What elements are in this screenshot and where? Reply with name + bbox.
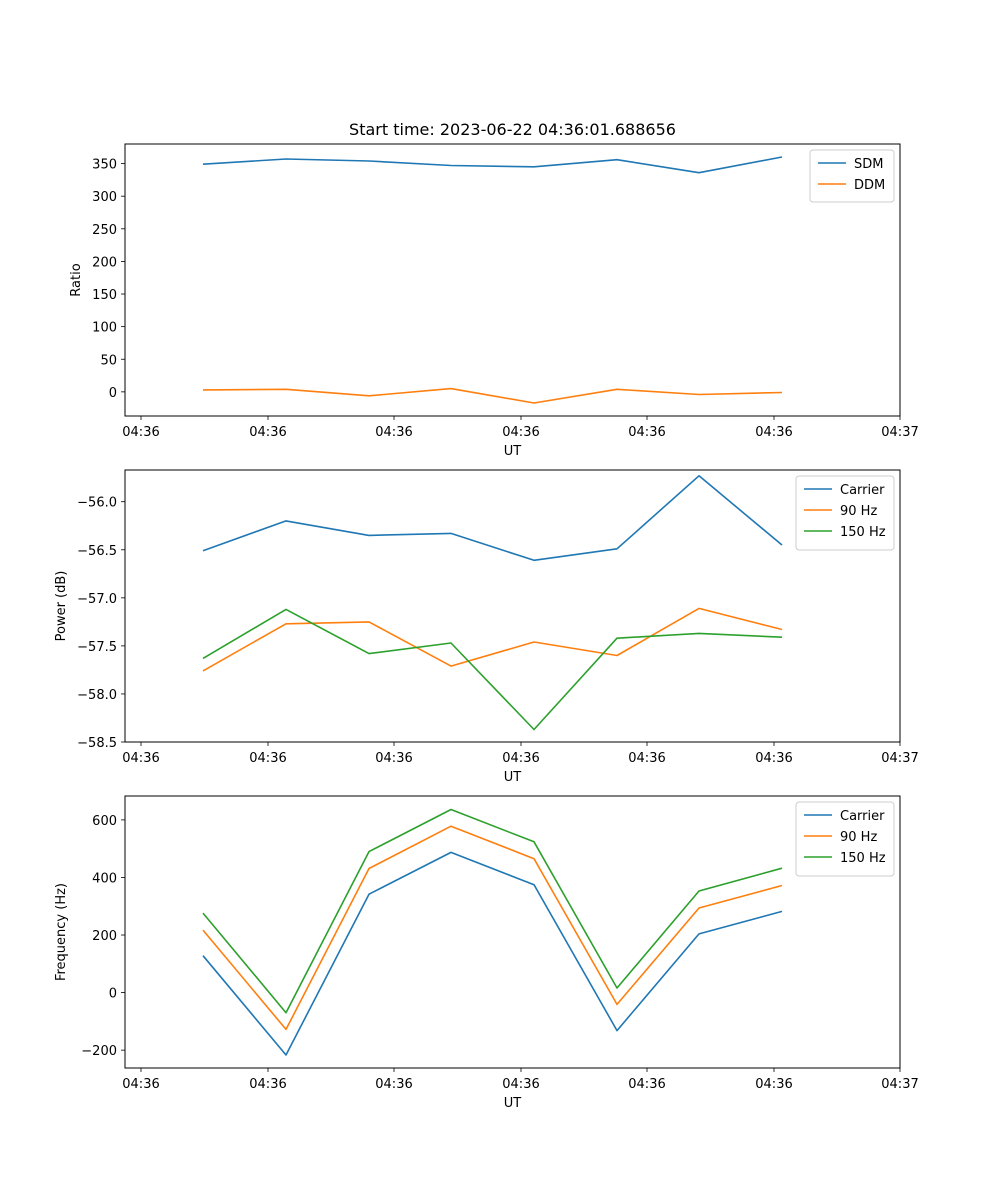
panel-3-x-tick-label: 04:36 <box>375 1077 412 1092</box>
panel-3-x-tick-label: 04:36 <box>755 1077 792 1092</box>
panel-1-y-tick-label: 0 <box>109 386 117 401</box>
panel-2-x-tick-label: 04:36 <box>755 751 792 766</box>
panel-3-series-90-hz-line <box>202 825 783 1031</box>
panel-2-axes-frame <box>124 469 901 743</box>
panel-2-y-tick-label: −57.5 <box>77 640 117 655</box>
panel-1-y-axis-label: Ratio <box>69 263 84 296</box>
panel-2-x-tick-label: 04:37 <box>881 751 918 766</box>
panel-1-x-axis-label: UT <box>504 444 522 459</box>
panel-1-legend-label: SDM <box>854 157 883 172</box>
panel-1-y-tick-label: 150 <box>92 288 117 303</box>
panel-3-series-150-hz-line <box>202 808 783 1014</box>
panel-2-x-tick-label: 04:36 <box>375 751 412 766</box>
panel-2-y-tick-label: −58.0 <box>77 688 117 703</box>
panel-1-legend-label: DDM <box>854 178 885 193</box>
panel-3-x-tick-label: 04:36 <box>628 1077 665 1092</box>
panel-1-y-tick-label: 250 <box>92 223 117 238</box>
chart-title: Start time: 2023-06-22 04:36:01.688656 <box>349 120 676 139</box>
panel-1-y-tick-label: 350 <box>92 158 117 173</box>
panel-1-x-tick-label: 04:36 <box>122 425 159 440</box>
panel-2-y-tick-label: −57.0 <box>77 592 117 607</box>
panel-1-axes-frame <box>124 143 901 417</box>
panel-3-y-tick-label: −200 <box>81 1044 117 1059</box>
panel-1-x-tick-label: 04:36 <box>502 425 539 440</box>
panel-1-y-tick-label: 100 <box>92 321 117 336</box>
panel-2-x-axis-label: UT <box>504 770 522 785</box>
panel-3-legend-label: Carrier <box>840 809 885 824</box>
panel-3-legend-label: 150 Hz <box>840 851 886 866</box>
panel-3-axes-frame <box>124 795 901 1069</box>
panel-2-y-tick-label: −58.5 <box>77 736 117 751</box>
panel-1-x-tick-label: 04:37 <box>881 425 918 440</box>
panel-1-x-tick-label: 04:36 <box>755 425 792 440</box>
panel-3-y-tick-label: 0 <box>109 987 117 1002</box>
panel-2-series-carrier-line <box>202 474 783 562</box>
panel-2-x-tick-label: 04:36 <box>502 751 539 766</box>
panel-3-x-axis-label: UT <box>504 1096 522 1111</box>
panel-2-series-150-hz-line <box>202 608 783 731</box>
panel-3-x-tick-label: 04:36 <box>249 1077 286 1092</box>
panel-2-y-tick-label: −56.5 <box>77 544 117 559</box>
panel-2-legend-label: Carrier <box>840 483 885 498</box>
panel-1-y-tick-label: 50 <box>100 353 117 368</box>
panel-3-series-carrier-line <box>202 851 783 1056</box>
panel-3-x-tick-label: 04:37 <box>881 1077 918 1092</box>
panel-1-y-tick-label: 200 <box>92 255 117 270</box>
panel-3-y-axis-label: Frequency (Hz) <box>54 883 69 981</box>
panel-2-y-axis-label: Power (dB) <box>54 571 69 642</box>
panel-3-legend-label: 90 Hz <box>840 830 877 845</box>
panel-3-y-tick-label: 400 <box>92 871 117 886</box>
panel-1-y-tick-label: 300 <box>92 190 117 205</box>
panel-3-y-tick-label: 600 <box>92 814 117 829</box>
panel-2-series-90-hz-line <box>202 607 783 672</box>
panel-2-y-tick-label: −56.0 <box>77 496 117 511</box>
panel-3-y-tick-label: 200 <box>92 929 117 944</box>
panel-3-x-tick-label: 04:36 <box>122 1077 159 1092</box>
panel-1-series-ddm-line <box>202 387 783 404</box>
panel-1-x-tick-label: 04:36 <box>628 425 665 440</box>
panel-2-x-tick-label: 04:36 <box>122 751 159 766</box>
panel-1-x-tick-label: 04:36 <box>375 425 412 440</box>
panel-2-x-tick-label: 04:36 <box>628 751 665 766</box>
panel-1-x-tick-label: 04:36 <box>249 425 286 440</box>
panel-2-x-tick-label: 04:36 <box>249 751 286 766</box>
panel-1-series-sdm-line <box>202 156 783 174</box>
panel-3-x-tick-label: 04:36 <box>502 1077 539 1092</box>
panel-2-legend-label: 150 Hz <box>840 525 886 540</box>
panel-2-legend-label: 90 Hz <box>840 504 877 519</box>
